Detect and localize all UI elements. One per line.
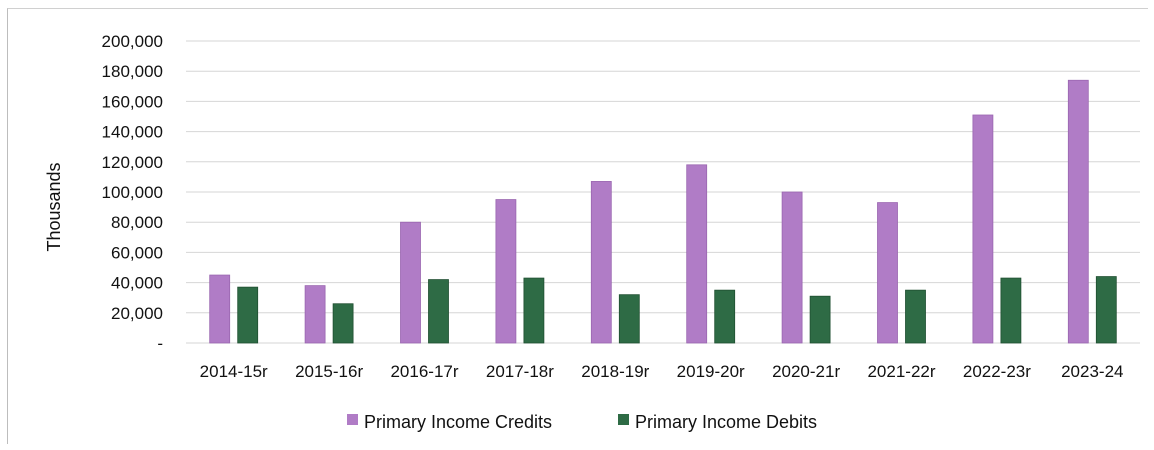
x-tick-label: 2022-23r: [963, 362, 1031, 381]
y-tick-label: 140,000: [102, 123, 163, 142]
y-axis-title: Thousands: [44, 162, 64, 251]
x-tick-label: 2016-17r: [390, 362, 458, 381]
bar-credits: [209, 274, 231, 344]
bar-debits: [905, 289, 926, 344]
x-tick-label: 2019-20r: [677, 362, 745, 381]
bar-credits: [400, 221, 421, 344]
x-tick-label: 2023-24: [1061, 362, 1123, 381]
y-tick-label: 100,000: [102, 183, 163, 202]
bar-credits: [877, 202, 898, 344]
bars: [209, 79, 1117, 344]
x-tick-label: 2014-15r: [200, 362, 268, 381]
bar-debits: [332, 303, 354, 344]
bar-credits: [686, 164, 708, 344]
y-tick-label: 160,000: [102, 92, 163, 111]
y-tick-label: 180,000: [102, 62, 163, 81]
y-tick-label: 60,000: [111, 243, 163, 262]
x-tick-label: 2015-16r: [295, 362, 363, 381]
bar-debits: [714, 289, 736, 344]
bar-debits: [618, 294, 640, 344]
bar-debits: [1000, 277, 1022, 344]
legend-swatch: [347, 414, 358, 425]
y-tick-label: 40,000: [111, 274, 163, 293]
bar-credits: [1067, 79, 1089, 344]
bar-debits: [428, 279, 449, 344]
x-tick-label: 2018-19r: [581, 362, 649, 381]
y-tick-label: 80,000: [111, 213, 163, 232]
gridlines: [186, 40, 1140, 344]
y-tick-label: 20,000: [111, 304, 163, 323]
y-tick-label: 120,000: [102, 153, 163, 172]
x-axis-ticks: 2014-15r 2015-16r 2016-17r 2017-18r 2018-19r…: [200, 362, 1124, 381]
y-tick-label: 200,000: [102, 32, 163, 51]
bar-credits: [781, 191, 803, 344]
legend: Primary Income Credits Primary Income Deb…: [347, 412, 817, 432]
x-tick-label: 2021-22r: [867, 362, 935, 381]
bar-credits: [590, 181, 612, 344]
bar-credits: [972, 114, 994, 344]
bar-debits: [237, 286, 259, 344]
y-axis-ticks: - 20,000 40,000 60,000 80,000 100,000 120,000 1…: [102, 32, 163, 353]
bar-debits: [809, 295, 831, 344]
legend-label: Primary Income Credits: [364, 412, 552, 432]
x-tick-label: 2017-18r: [486, 362, 554, 381]
x-tick-label: 2020-21r: [772, 362, 840, 381]
legend-swatch: [618, 414, 629, 425]
chart-frame: [7, 8, 1148, 444]
legend-label: Primary Income Debits: [635, 412, 817, 432]
bar-credits: [304, 285, 326, 344]
bar-debits: [1095, 276, 1117, 344]
y-tick-label: -: [157, 334, 163, 353]
bar-credits: [495, 199, 517, 344]
bar-debits: [523, 277, 545, 344]
